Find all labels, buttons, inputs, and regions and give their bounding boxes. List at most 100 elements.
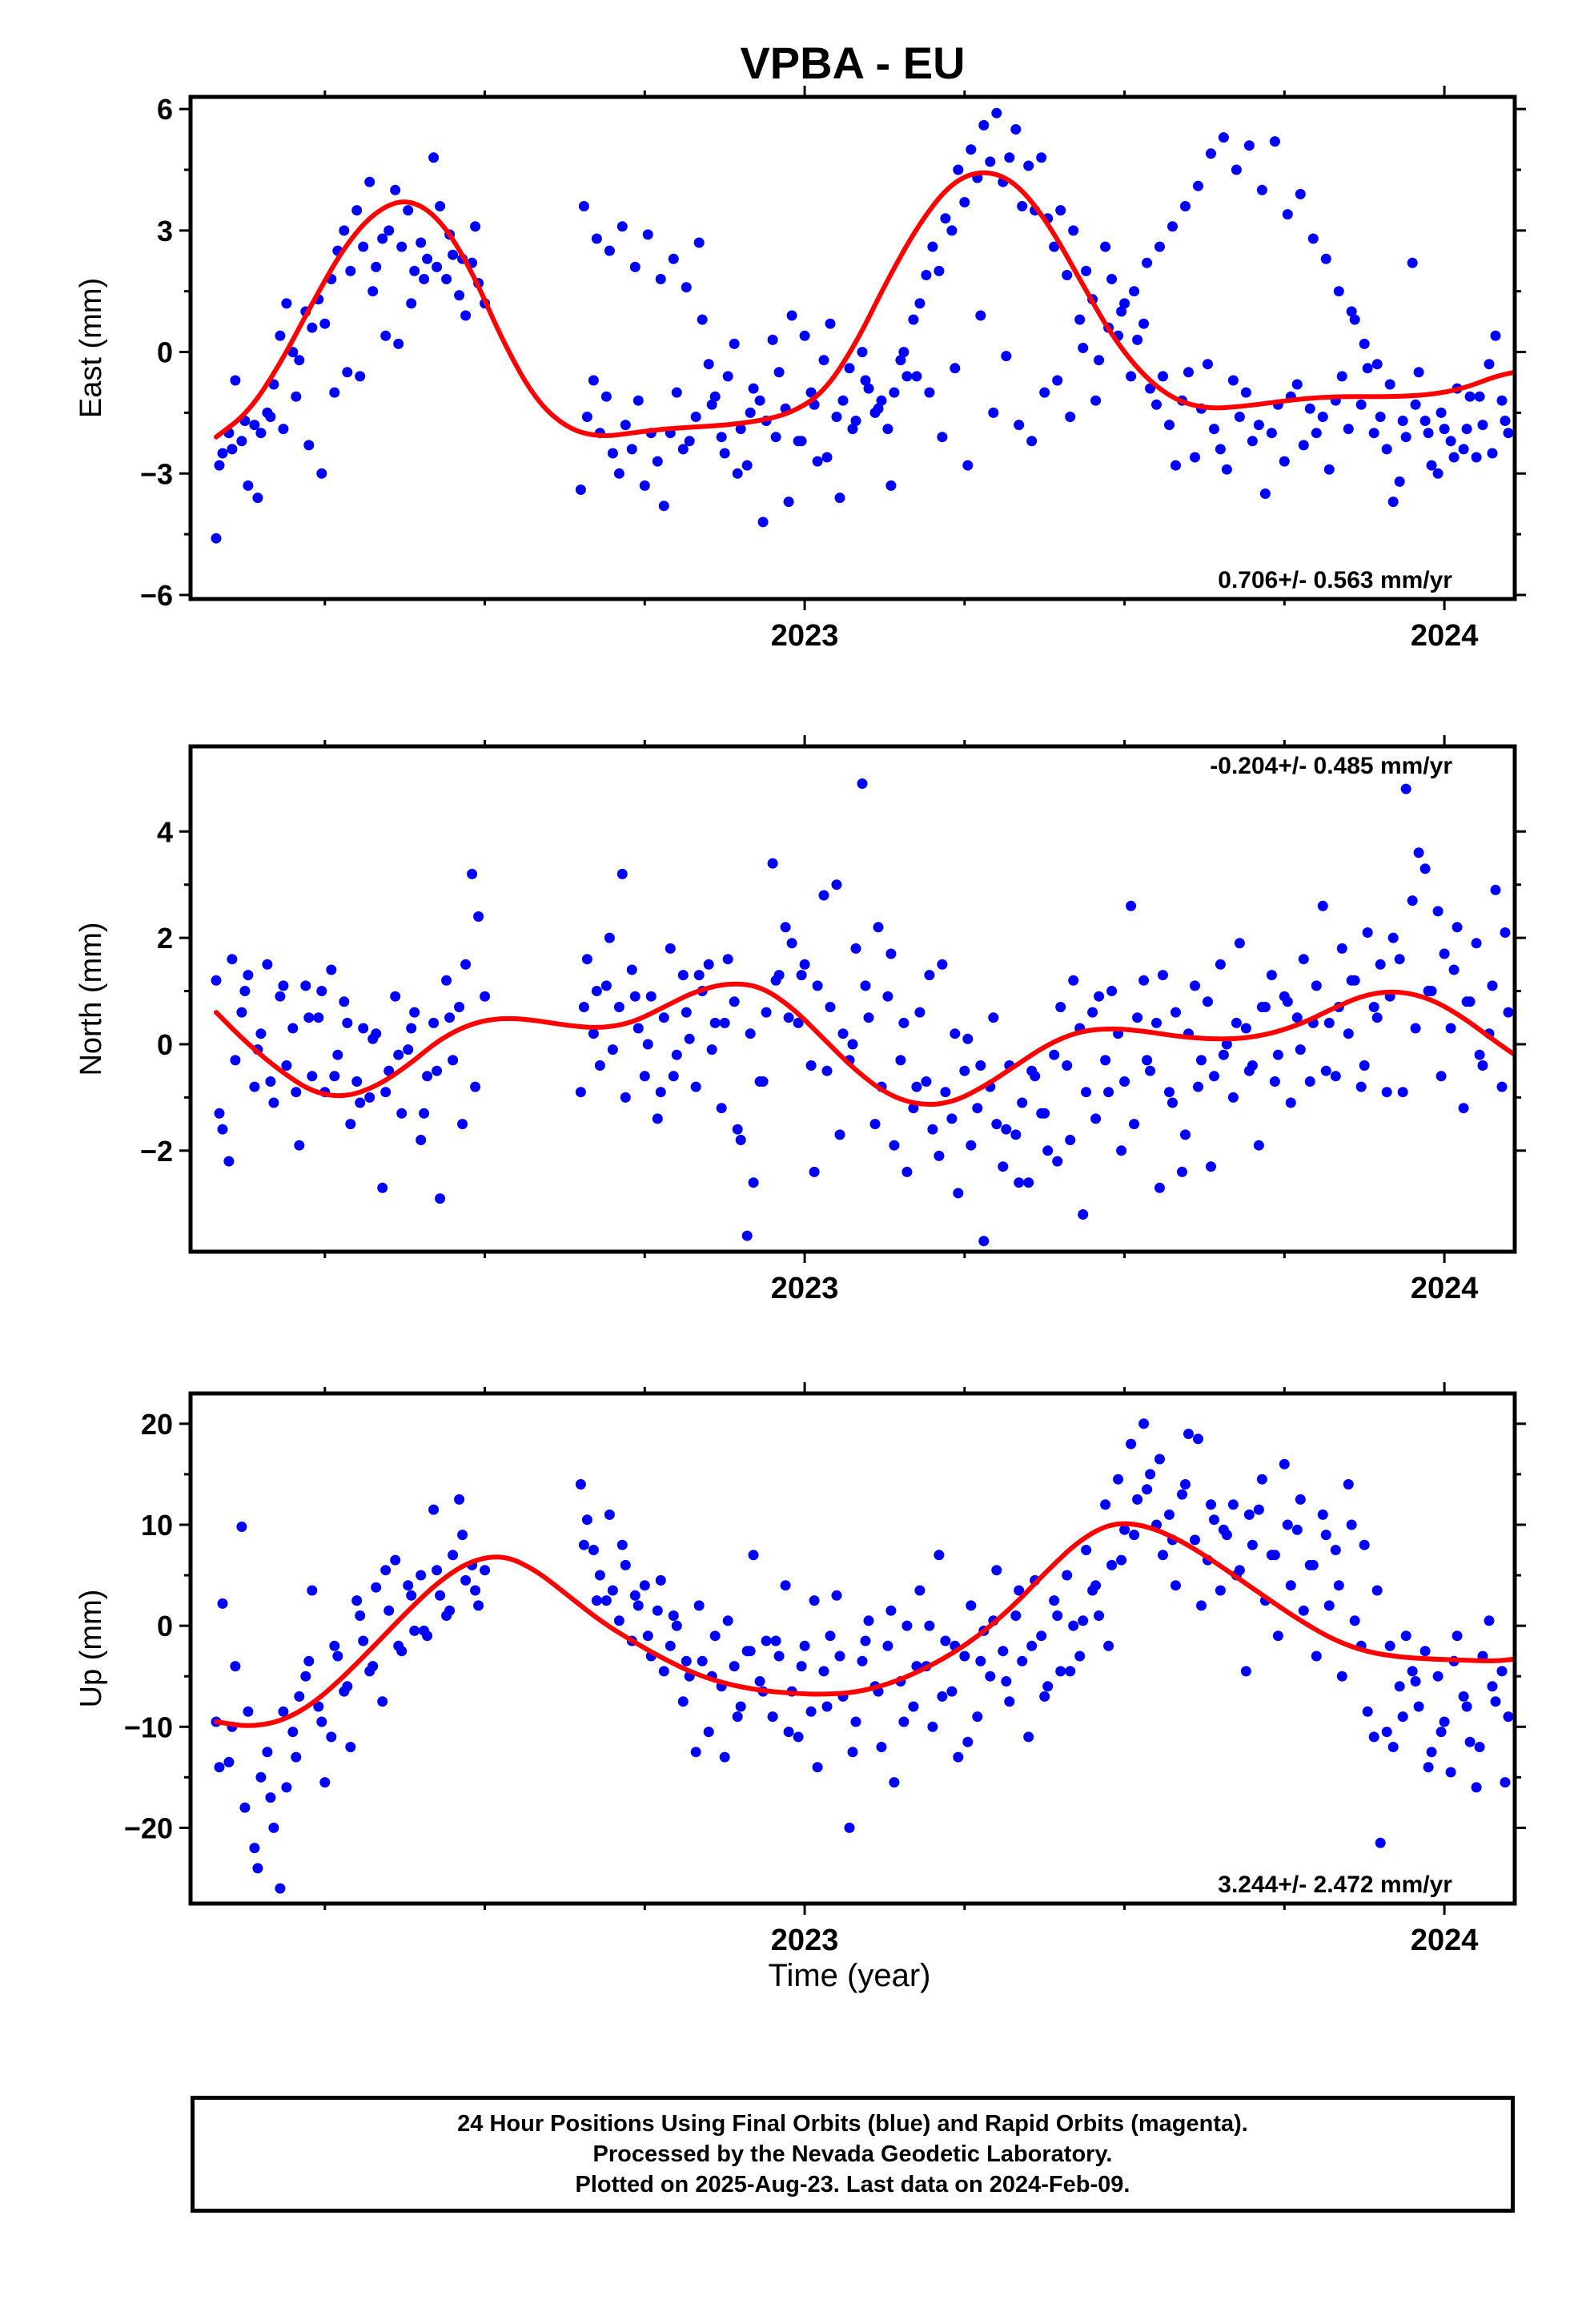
data-point (470, 1585, 481, 1596)
data-point (432, 261, 443, 272)
data-point (435, 1193, 446, 1204)
data-point (719, 448, 730, 459)
data-point (978, 1236, 990, 1247)
data-point (1068, 1620, 1079, 1631)
data-point (1170, 1580, 1181, 1591)
data-point (332, 1651, 343, 1662)
data-point (754, 1676, 765, 1687)
data-point (1445, 1023, 1456, 1034)
data-point (217, 448, 228, 459)
data-point (1078, 1615, 1089, 1626)
data-point (1471, 452, 1482, 463)
data-point (1400, 783, 1411, 794)
data-point (1435, 1727, 1447, 1738)
data-point (1269, 136, 1280, 147)
data-point (1445, 1767, 1456, 1778)
data-point (783, 1727, 794, 1738)
data-point (773, 1651, 785, 1662)
data-point (380, 1087, 391, 1098)
data-point (652, 1605, 663, 1616)
data-point (1371, 1012, 1383, 1023)
data-point (581, 1514, 592, 1526)
data-point (937, 1691, 948, 1702)
data-point (962, 1033, 974, 1044)
data-point (594, 1570, 605, 1581)
data-point (850, 1716, 861, 1727)
data-point (441, 274, 452, 284)
data-point (1266, 970, 1277, 981)
data-point (467, 868, 478, 879)
data-point (428, 1504, 440, 1515)
data-point (722, 371, 733, 382)
data-point (432, 1065, 443, 1076)
data-point (1490, 884, 1501, 895)
data-point (1062, 1060, 1073, 1071)
data-point (620, 1092, 631, 1103)
data-point (1145, 1065, 1156, 1076)
data-point (243, 480, 254, 491)
data-point (655, 274, 666, 284)
data-point (351, 1076, 363, 1087)
data-point (825, 1630, 836, 1642)
data-point (1291, 1012, 1303, 1023)
data-point (825, 318, 836, 329)
data-point (383, 1605, 395, 1616)
data-point (1311, 980, 1322, 991)
data-point (1346, 306, 1357, 317)
data-point (780, 922, 791, 933)
data-point (613, 1615, 624, 1626)
data-point (914, 1585, 926, 1596)
data-point (1500, 927, 1511, 938)
data-point (937, 959, 948, 970)
data-point (799, 330, 810, 341)
data-point (326, 964, 337, 975)
data-point (658, 501, 669, 512)
data-point (1052, 1610, 1063, 1621)
data-point (230, 1055, 241, 1066)
data-point (358, 241, 369, 252)
data-point (732, 468, 743, 479)
data-point (432, 1565, 443, 1576)
data-point (1119, 1524, 1130, 1535)
data-point (1346, 975, 1357, 986)
data-point (914, 1007, 926, 1018)
data-point (1381, 1727, 1392, 1738)
y-tick-label: 4 (157, 815, 173, 848)
data-point (1193, 1081, 1203, 1092)
data-point (255, 1028, 267, 1039)
data-point (1218, 132, 1229, 143)
data-point (748, 383, 759, 394)
data-point (470, 1081, 481, 1092)
data-point (1129, 286, 1140, 297)
y-axis-label-up: Up (mm) (74, 1590, 108, 1708)
data-point (1413, 367, 1424, 378)
data-point (1336, 371, 1347, 382)
data-point (1203, 359, 1213, 370)
data-point (722, 954, 733, 965)
data-point (770, 432, 781, 443)
data-point (1343, 1028, 1354, 1039)
data-point (655, 1087, 666, 1098)
data-point (1269, 1076, 1280, 1087)
data-point (316, 468, 327, 479)
data-point (799, 1640, 810, 1651)
data-point (287, 1023, 299, 1034)
data-point (770, 1635, 781, 1647)
data-point (1333, 1580, 1344, 1591)
data-point (1458, 444, 1469, 455)
data-point (351, 205, 363, 216)
fit-curve-north (214, 981, 1515, 1107)
data-point (1154, 241, 1165, 252)
data-point (940, 1087, 951, 1098)
data-point (211, 975, 222, 986)
data-point (632, 395, 644, 406)
data-point (1164, 420, 1174, 431)
data-point (1132, 1494, 1143, 1505)
data-point (1039, 1691, 1050, 1702)
data-point (805, 1706, 817, 1717)
data-point (1074, 314, 1086, 325)
data-point (268, 1822, 279, 1833)
data-point (406, 1590, 417, 1601)
data-point (658, 1666, 669, 1677)
data-point (1017, 1097, 1028, 1108)
